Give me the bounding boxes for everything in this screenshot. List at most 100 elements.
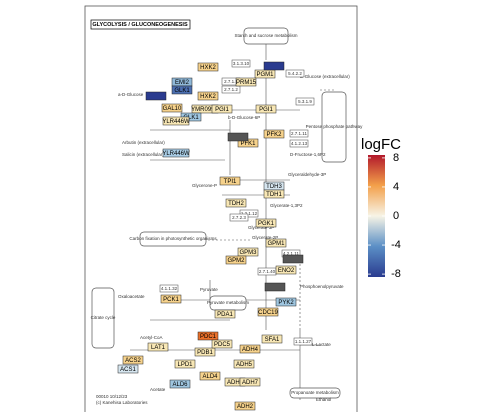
gene-label: ENO2 (278, 268, 295, 274)
gene-label: ADH5 (236, 362, 253, 368)
gene-box (174, 359, 196, 369)
compound-label: Acetyl-CoA (140, 335, 163, 340)
gene-box (225, 198, 247, 208)
ec-label: 4.1.2.13 (291, 141, 308, 146)
gene-box (263, 189, 285, 199)
ec-box (285, 69, 305, 78)
gene-box (275, 265, 297, 275)
pathway-label: Pyruvate metabolism (207, 300, 249, 305)
colorbar-tick-label: -4 (391, 239, 401, 251)
gene-box (199, 371, 221, 381)
colorbar-tick-label: 0 (393, 210, 399, 222)
gene-label: PDC5 (214, 342, 231, 348)
ec-box (289, 129, 309, 138)
ec-box (293, 337, 313, 346)
gene-label: YLR446W (162, 119, 190, 125)
gene-box (197, 91, 219, 101)
pathway-box (139, 231, 207, 247)
gene-box (263, 129, 285, 139)
gene-box (122, 355, 144, 365)
title-box (90, 19, 191, 30)
pathway-box (91, 287, 115, 349)
gene-box (233, 359, 255, 369)
gene-label: ACS2 (125, 358, 141, 364)
gene-box (145, 91, 167, 101)
gene-label: ACS1 (120, 367, 136, 373)
gene-box (234, 401, 256, 411)
ec-label: 2.7.1.1 (224, 79, 238, 84)
map-title: GLYCOLYSIS / GLUCONEOGENESIS (92, 22, 188, 28)
ec-box (231, 59, 251, 68)
ec-label: 2.7.2.3 (232, 215, 246, 220)
colorbar-tick-label: 8 (393, 152, 399, 164)
gene-label: CDC19 (258, 310, 278, 316)
compound-label: Glyceraldehyde-3P (288, 172, 326, 177)
ec-box (159, 284, 179, 293)
gene-box (162, 148, 190, 158)
pathway-box (243, 27, 289, 45)
gene-label: LPD1 (177, 362, 193, 368)
gene-label: GPM3 (239, 250, 257, 256)
compound-label: D-Fructose-1,6P2 (290, 152, 326, 157)
ec-box (229, 213, 249, 222)
gene-box (255, 104, 277, 114)
ec-label: 5.3.1.9 (298, 99, 312, 104)
ec-label: 3.1.3.10 (233, 61, 250, 66)
pathway-box (289, 387, 341, 399)
gene-label: GPM1 (267, 241, 285, 247)
gene-box (197, 331, 219, 341)
gene-label: GPM2 (227, 258, 245, 264)
footer-text: (c) Kanehisa Laboratories (96, 400, 148, 405)
gene-box (147, 342, 169, 352)
ec-label: 1.1.1.27 (295, 339, 312, 344)
gene-label: PRM15 (236, 80, 257, 86)
gene-label: ALD4 (202, 374, 218, 380)
gene-label: ADH1 (227, 380, 244, 386)
gene-label: HXK2 (200, 65, 216, 71)
gene-box (225, 255, 247, 265)
pathway-label: Pentose phosphate pathway (306, 124, 364, 129)
compound-label: Ethanol (316, 397, 331, 402)
compound-label: Pyruvate (200, 287, 218, 292)
gene-label: PGK1 (258, 221, 275, 227)
gene-label: EMI2 (175, 80, 190, 86)
compound-label: Salicin (extracellular) (122, 152, 164, 157)
compound-label: Phosphoenolpyruvate (300, 284, 344, 289)
gene-label: GLK1 (183, 115, 199, 121)
pathway-label: Propanoate metabolism (291, 390, 339, 395)
compound-label: L-Lactate (312, 342, 331, 347)
gene-box (194, 347, 216, 357)
gene-label: ADH7 (242, 380, 259, 386)
pathway-box (321, 91, 347, 163)
compound-label: b-D-Glucose-6P (228, 115, 260, 120)
compound-label: a-D-Glucose (118, 92, 144, 97)
gene-box (160, 294, 182, 304)
gene-label: PCK1 (163, 297, 179, 303)
ec-box (221, 85, 241, 94)
gene-label: PFK1 (240, 141, 256, 147)
gene-label: PGM1 (256, 72, 274, 78)
ec-label: 4.2.1.11 (283, 251, 299, 256)
gene-box (265, 238, 287, 248)
gene-label: HXK2 (200, 94, 216, 100)
gene-box (255, 218, 277, 228)
gene-box (117, 364, 139, 374)
gene-label: PDC1 (200, 334, 217, 340)
colorbar-tick-label: 4 (393, 181, 399, 193)
ec-box (295, 97, 315, 106)
ec-label: 1.2.1.12 (241, 211, 258, 216)
gene-box (239, 344, 261, 354)
compound-label: Glycerone-P (192, 183, 217, 188)
gene-label: PGI1 (215, 107, 229, 113)
ec-label: 4.1.1.32 (161, 286, 178, 291)
gene-label: PGI1 (259, 107, 273, 113)
gene-label: ADH2 (237, 404, 254, 410)
compound-label: Acetate (150, 387, 166, 392)
gene-label: YMR099C (191, 107, 219, 113)
legend-title: logFC (361, 136, 401, 153)
gene-label: ADH4 (242, 347, 259, 353)
ec-label: 2.7.1.11 (291, 131, 307, 136)
gene-box (214, 309, 236, 319)
gene-box (219, 176, 241, 186)
